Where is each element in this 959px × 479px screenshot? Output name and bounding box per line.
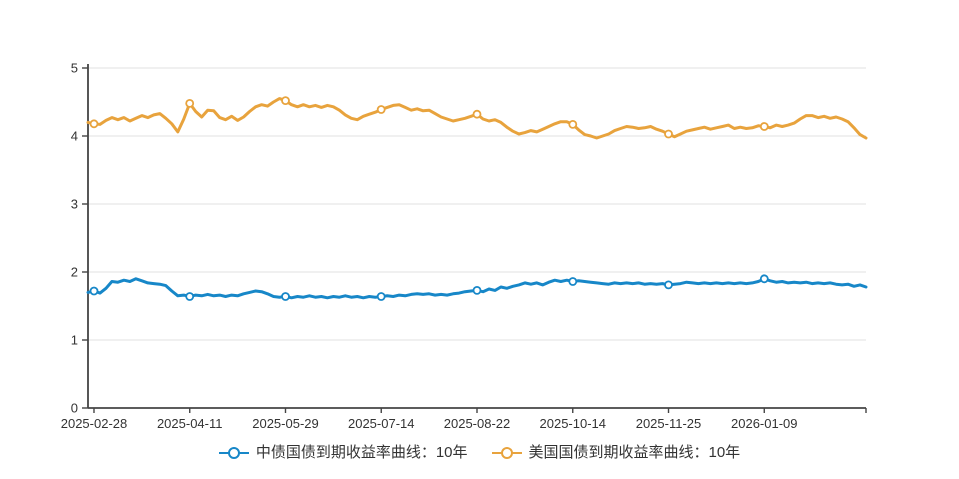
data-point-marker-us[interactable]: [759, 122, 769, 131]
data-point-marker-china[interactable]: [185, 292, 195, 301]
legend-item-china-bond-10y[interactable]: 中债国债到期收益率曲线：10年: [218, 444, 468, 461]
data-point-marker-us[interactable]: [185, 99, 195, 108]
data-point-marker-us[interactable]: [376, 105, 386, 114]
data-point-marker-us[interactable]: [568, 120, 578, 129]
data-point-marker-china[interactable]: [664, 280, 673, 290]
data-point-marker-us[interactable]: [664, 129, 673, 139]
x-axis-tick-label: 2025-02-28: [61, 416, 128, 431]
y-axis-tick-label: 3: [71, 197, 78, 212]
data-point-marker-us[interactable]: [472, 109, 482, 119]
x-axis-tick-label: 2025-10-14: [540, 416, 607, 431]
y-axis-tick-label: 0: [71, 401, 78, 416]
x-axis-tick-label: 2025-05-29: [252, 416, 319, 431]
data-point-marker-us[interactable]: [89, 119, 99, 129]
data-point-marker-us[interactable]: [281, 96, 290, 105]
legend-label-us-bond-10y: 美国国债到期收益率曲线：10年: [528, 444, 741, 461]
data-point-marker-china[interactable]: [568, 277, 578, 286]
y-axis-tick-label: 2: [71, 265, 78, 280]
y-axis-tick-label: 5: [71, 61, 78, 76]
data-point-marker-china[interactable]: [376, 292, 386, 301]
data-point-marker-china[interactable]: [89, 286, 99, 296]
x-axis-tick-label: 2026-01-09: [731, 416, 798, 431]
y-axis-tick-label: 4: [71, 129, 78, 144]
y-axis-tick-label: 1: [71, 333, 78, 348]
legend-marker-china-icon: [218, 446, 249, 459]
chart-legend: 中债国债到期收益率曲线：10年 美国国债到期收益率曲线：10年: [0, 445, 959, 460]
x-axis-tick-label: 2025-04-11: [157, 416, 223, 431]
x-axis-tick-label: 2025-11-25: [636, 416, 702, 431]
data-point-marker-china[interactable]: [281, 292, 290, 301]
x-axis-tick-label: 2025-08-22: [444, 416, 511, 431]
data-point-marker-china[interactable]: [759, 274, 769, 284]
legend-marker-us-icon: [491, 446, 522, 459]
legend-item-us-bond-10y[interactable]: 美国国债到期收益率曲线：10年: [491, 444, 741, 461]
yield-line-chart: 0 1 2 3 4 5 2025-02-28 2025-04-11 2025-05-29 2025…: [61, 61, 868, 431]
data-point-marker-china[interactable]: [472, 285, 482, 295]
x-axis-tick-label: 2025-07-14: [348, 416, 415, 431]
legend-label-china-bond-10y: 中债国债到期收益率曲线：10年: [255, 444, 468, 461]
